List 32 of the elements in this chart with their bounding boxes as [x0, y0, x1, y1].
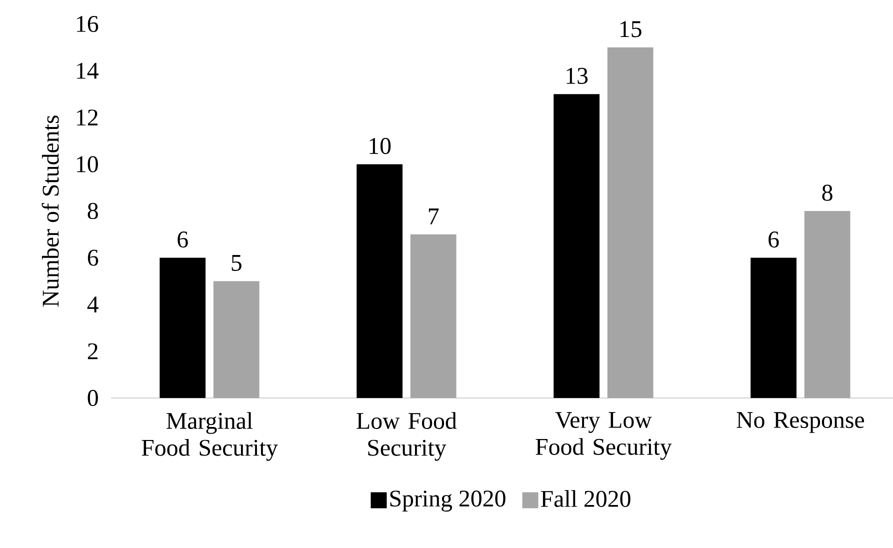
- data-label: 10: [370, 138, 391, 154]
- y-tick-label: 0: [88, 390, 98, 406]
- y-tick-label: 12: [77, 110, 98, 126]
- bar: [213, 281, 260, 398]
- x-tick-label: Low Food Security: [356, 412, 457, 461]
- data-label: 13: [566, 68, 588, 84]
- legend-label: Fall 2020: [540, 490, 630, 507]
- y-tick-label: 4: [87, 296, 98, 312]
- x-tick-label: No Response: [736, 412, 864, 433]
- data-label: 15: [620, 21, 642, 38]
- y-axis-title: Number of Students: [42, 116, 59, 307]
- x-tick-label: Marginal Food Security: [142, 412, 278, 461]
- y-tick-label: 2: [88, 343, 98, 360]
- bar: [750, 258, 796, 398]
- legend-label: Spring 2020: [390, 490, 506, 512]
- bar: [804, 210, 850, 398]
- data-label: 6: [768, 232, 779, 248]
- bar: [410, 234, 456, 398]
- data-label: 7: [428, 208, 439, 224]
- x-tick-label: Very Low Food Security: [536, 412, 672, 460]
- bar: [160, 258, 206, 398]
- bar: [607, 47, 654, 398]
- y-tick-label: 14: [77, 62, 98, 79]
- bar: [356, 164, 403, 398]
- y-tick-label: 10: [77, 156, 98, 172]
- data-label: 8: [822, 184, 832, 201]
- bar: [554, 94, 600, 398]
- data-label: 6: [178, 232, 188, 248]
- y-tick-label: 6: [88, 250, 98, 266]
- y-tick-label: 16: [77, 16, 98, 32]
- data-label: 5: [232, 255, 242, 271]
- y-tick-label: 8: [88, 202, 98, 220]
